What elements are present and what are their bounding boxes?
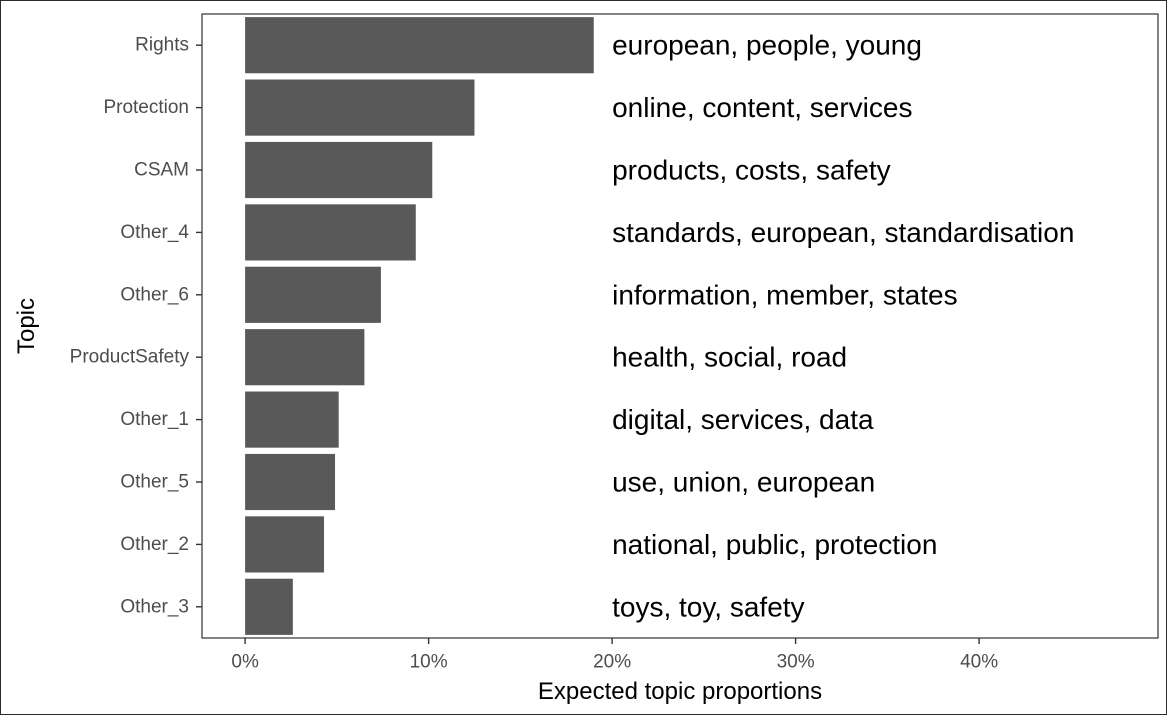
bar-other_2 — [245, 516, 325, 573]
y-tick-label: ProductSafety — [70, 347, 190, 368]
bar-protection — [245, 79, 475, 136]
bar-productsafety — [245, 329, 365, 386]
bar-labels-layer: european, people, young online, content, … — [612, 30, 1074, 623]
bar-other_4 — [245, 204, 416, 261]
bar-label: information, member, states — [612, 279, 957, 310]
y-axis-title: Topic — [13, 298, 40, 354]
y-tick-label: Other_5 — [120, 472, 189, 493]
bars-layer — [245, 17, 594, 635]
bar-rights — [245, 17, 594, 74]
y-tick-label: Other_4 — [120, 222, 189, 243]
bar-label: products, costs, safety — [612, 155, 891, 186]
x-tick-label: 40% — [960, 652, 998, 673]
y-axis: Rights Protection CSAM Other_4 Other_6 Produc… — [70, 35, 202, 617]
bar-label: toys, toy, safety — [612, 591, 804, 622]
plot-panel — [201, 13, 1159, 639]
bar-csam — [245, 141, 433, 199]
bar-other_6 — [245, 266, 381, 323]
x-tick-label: 10% — [410, 652, 448, 673]
x-axis: 0% 10% 20% 30% 40% — [231, 638, 998, 673]
bar-label: standards, european, standardisation — [612, 217, 1074, 248]
bar-other_1 — [245, 391, 339, 448]
x-tick-label: 30% — [777, 652, 815, 673]
bar-other_5 — [245, 453, 336, 511]
y-tick-label: Other_6 — [120, 284, 189, 305]
y-tick-label: Other_2 — [120, 534, 189, 555]
bar-label: health, social, road — [612, 342, 847, 373]
bar-other_3 — [245, 578, 293, 635]
y-tick-label: CSAM — [134, 160, 189, 181]
bar-label: european, people, young — [612, 30, 922, 61]
x-tick-label: 0% — [231, 652, 259, 673]
x-tick-label: 20% — [593, 652, 631, 673]
bar-label: digital, services, data — [612, 404, 874, 435]
bar-label: use, union, european — [612, 467, 875, 498]
x-axis-title: Expected topic proportions — [538, 678, 822, 705]
y-tick-label: Rights — [135, 35, 189, 56]
y-tick-label: Other_3 — [120, 596, 189, 617]
bar-label: national, public, protection — [612, 529, 937, 560]
bar-label: online, content, services — [612, 92, 912, 123]
y-tick-label: Other_1 — [120, 409, 189, 430]
y-tick-label: Protection — [103, 97, 189, 118]
